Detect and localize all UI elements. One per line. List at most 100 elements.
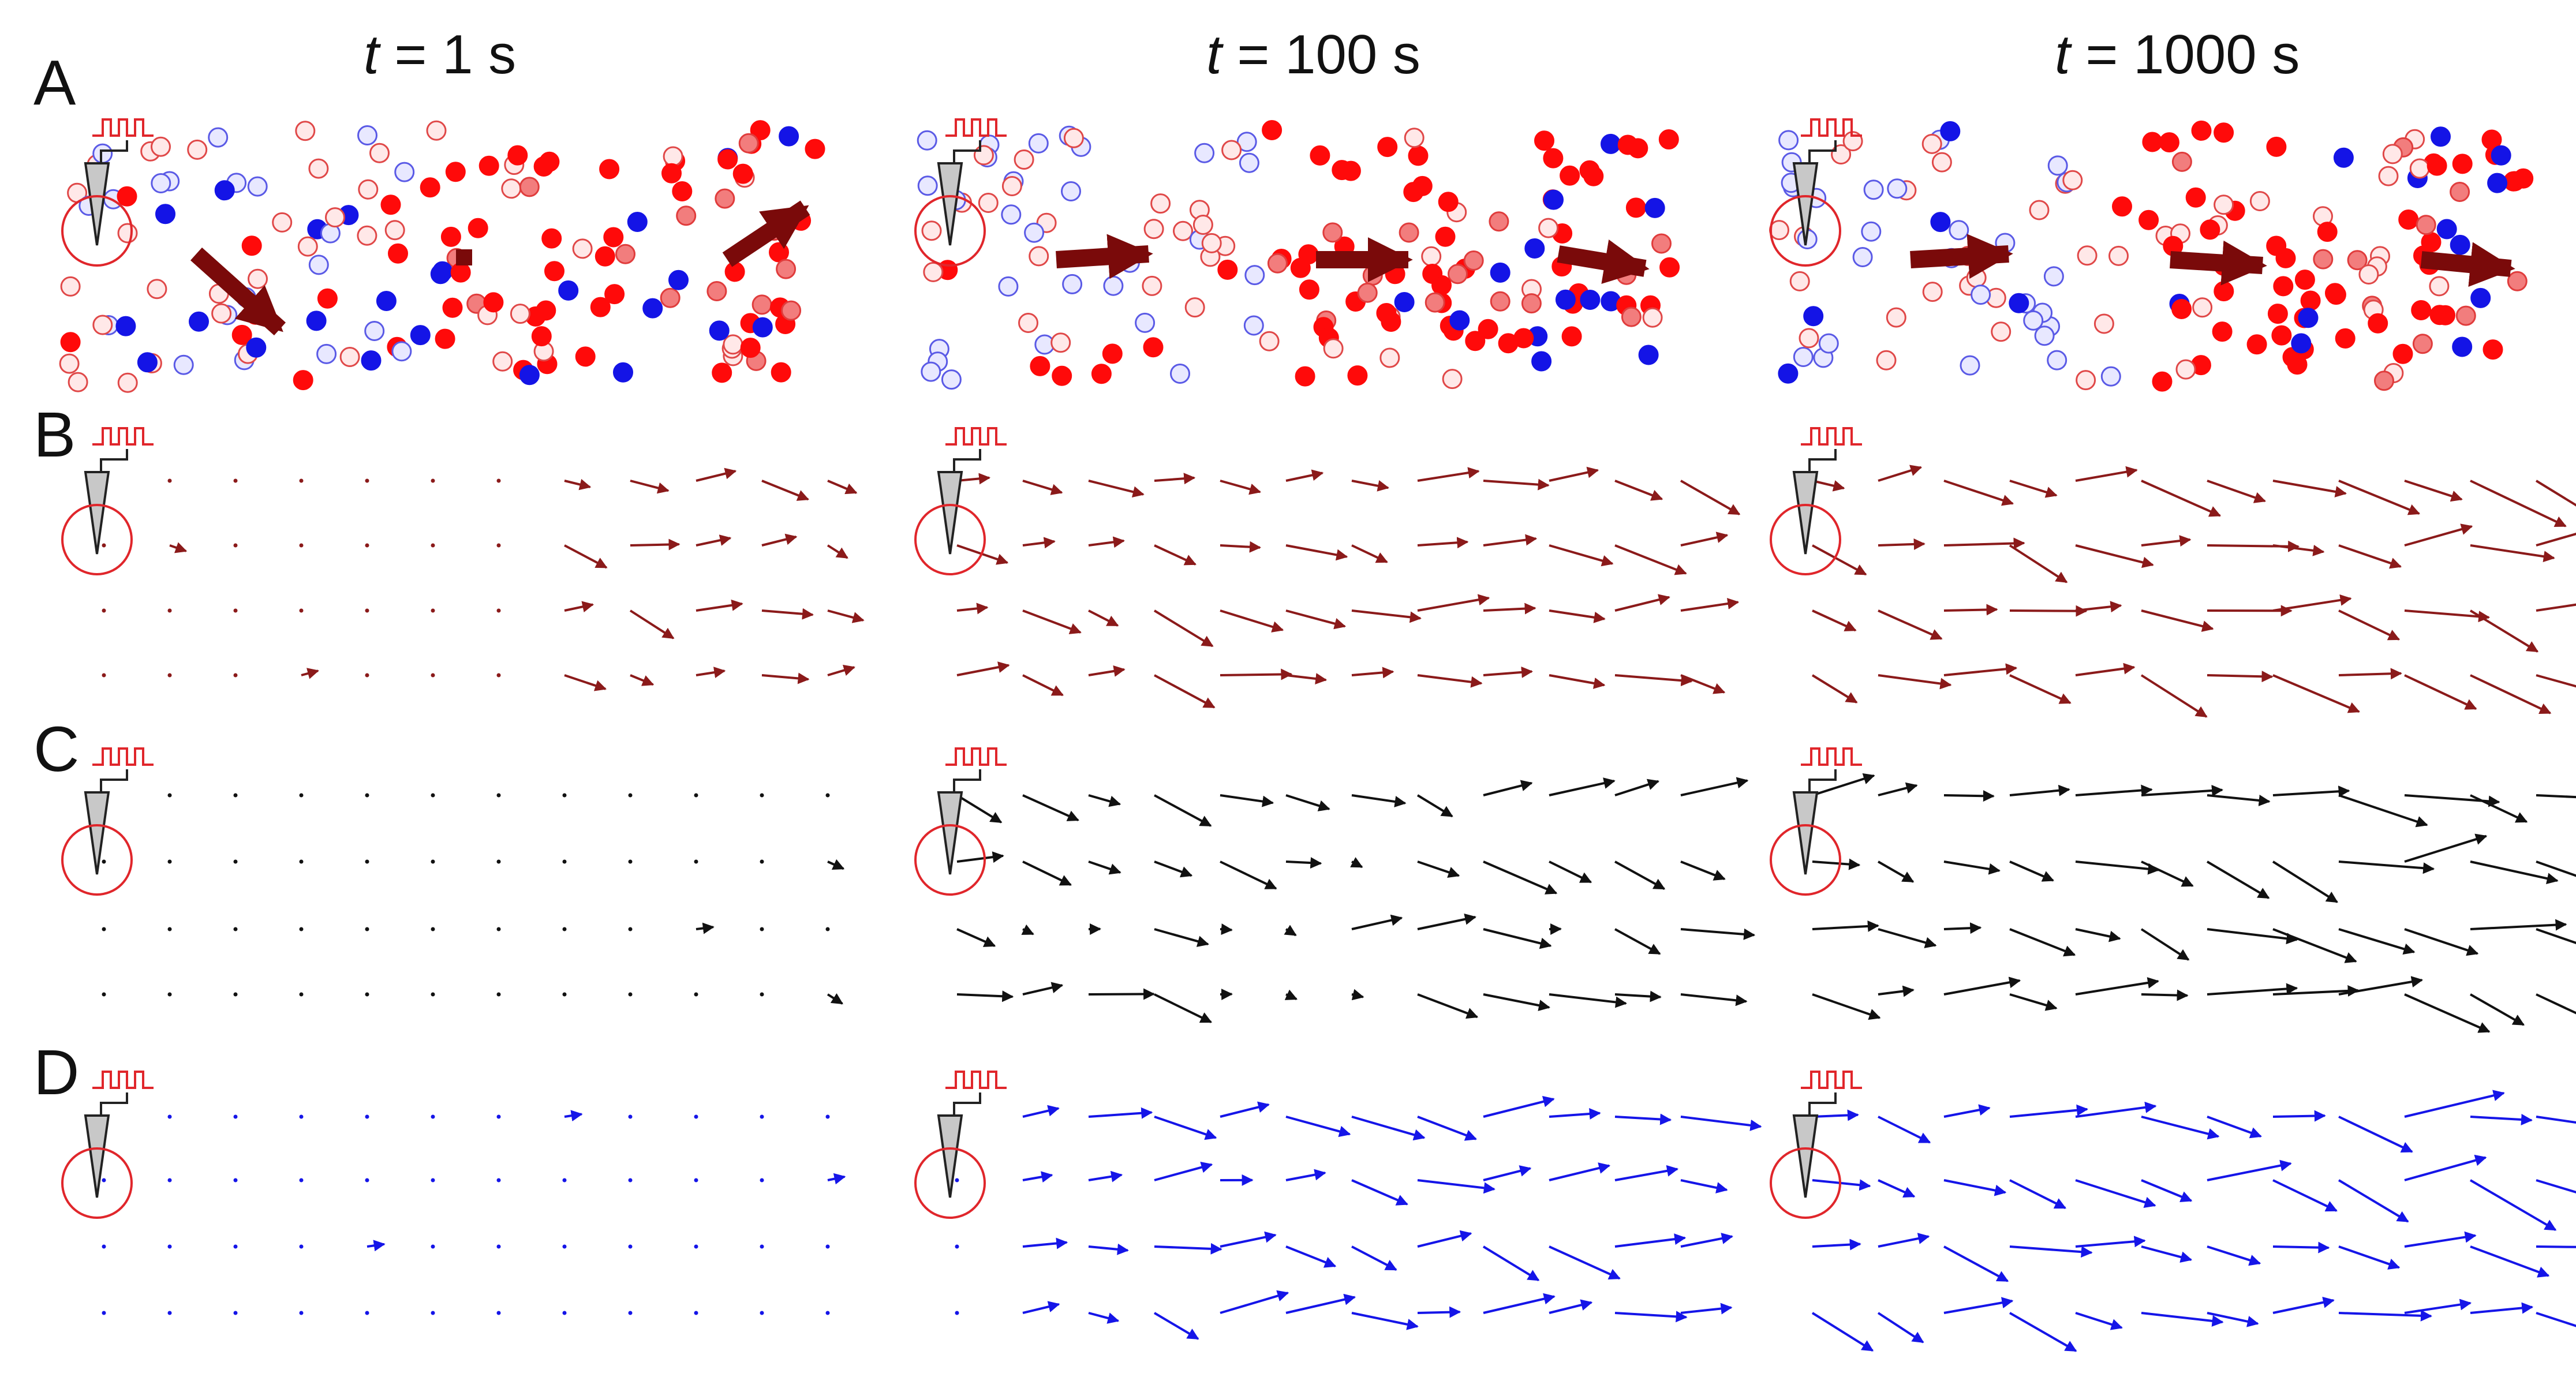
- flow-vector-arrow: [2404, 480, 2463, 502]
- flow-vector-arrow: [827, 993, 843, 1005]
- neuron-dot: [483, 292, 504, 313]
- neuron-dot: [316, 343, 337, 364]
- flow-vector-arrow: [1088, 1243, 1129, 1255]
- flow-vector-arrow: [1220, 794, 1274, 807]
- flow-vector-arrow: [2207, 928, 2298, 945]
- flow-vector-arrow: [1680, 1303, 1733, 1315]
- flow-vector-arrow: [2272, 860, 2338, 903]
- neuron-dot: [627, 212, 648, 232]
- flow-vector-arrow: [2470, 480, 2567, 527]
- flow-vector-arrow: [1417, 993, 1479, 1019]
- pulse-train-icon: [945, 118, 1007, 137]
- grid-dot: [365, 927, 369, 931]
- neuron-dot: [297, 236, 318, 257]
- grid-dot: [299, 927, 304, 931]
- stimulation-circle-icon: [914, 824, 986, 896]
- flow-vector-arrow: [2075, 928, 2121, 942]
- neuron-dot: [1449, 310, 1470, 331]
- flow-vector-arrow: [1943, 663, 2018, 676]
- flow-vector-arrow: [1351, 1179, 1408, 1206]
- flow-vector-arrow: [1878, 782, 1918, 796]
- flow-vector-arrow: [2536, 1312, 2576, 1327]
- neuron-dot: [723, 334, 743, 355]
- neuron-dot: [1421, 246, 1442, 267]
- neuron-dot: [1399, 222, 1419, 243]
- grid-dot: [431, 859, 435, 864]
- flow-vector-arrow: [1482, 1245, 1540, 1282]
- grid-dot: [233, 859, 238, 864]
- neuron-dot: [2266, 136, 2287, 157]
- neuron-dot: [712, 362, 732, 383]
- flow-arrow-icon: [1557, 239, 1650, 284]
- time-value: = 1 s: [379, 24, 517, 85]
- neuron-dot: [1561, 326, 1582, 347]
- time-variable: t: [364, 24, 379, 85]
- flow-vector-arrow: [1943, 1104, 1991, 1118]
- neuron-dot: [1651, 233, 1672, 254]
- flow-vector-arrow: [2272, 594, 2352, 612]
- flow-vector-arrow: [1220, 668, 1293, 680]
- grid-dot: [233, 927, 238, 931]
- electrode-needle: [84, 471, 110, 555]
- flow-vector-arrow: [696, 667, 726, 679]
- flow-vector-arrow: [1154, 993, 1212, 1023]
- neuron-dot: [1534, 130, 1554, 151]
- flow-vector-arrow: [2536, 993, 2576, 1015]
- flow-vector-arrow: [2075, 1312, 2123, 1330]
- neuron-dot: [1262, 120, 1283, 140]
- flow-vector-arrow: [1154, 473, 1196, 485]
- neuron-dot: [2023, 310, 2044, 331]
- neuron-dot: [921, 220, 942, 241]
- flow-vector-arrow: [2338, 928, 2416, 955]
- flow-vector-arrow: [1878, 1233, 1930, 1248]
- electrode-needle: [937, 471, 963, 555]
- neuron-dot: [544, 261, 564, 282]
- neuron-dot: [2382, 144, 2403, 164]
- neuron-dot: [380, 194, 401, 215]
- neuron-dot: [1921, 133, 1942, 154]
- flow-vector-arrow: [2469, 1179, 2557, 1231]
- grid-dot: [102, 992, 106, 997]
- flow-vector-arrow: [2141, 609, 2214, 632]
- neuron-dot: [507, 145, 528, 166]
- neuron-dot: [1201, 233, 1222, 253]
- neuron-dot: [339, 347, 360, 367]
- flow-vector-arrow: [1351, 1116, 1426, 1141]
- neuron-dot: [2455, 305, 2476, 326]
- grid-dot: [233, 1114, 238, 1119]
- neuron-dot: [2291, 333, 2312, 354]
- flow-arrow-icon: [2420, 242, 2515, 287]
- electrode-icon: [1770, 427, 1862, 575]
- flow-vector-arrow: [2404, 674, 2477, 710]
- neuron-dot: [2034, 325, 2055, 346]
- flow-vector-arrow: [1088, 536, 1125, 548]
- neuron-dot: [1102, 343, 1123, 364]
- flow-vector-arrow: [2470, 919, 2567, 931]
- flow-vector-arrow: [2272, 544, 2325, 556]
- neuron-dot: [1244, 265, 1265, 286]
- neuron-dot: [1442, 369, 1463, 390]
- neuron-dot: [189, 311, 209, 332]
- flow-vector-arrow: [1351, 989, 1364, 1001]
- flow-vector-arrow: [1878, 985, 1915, 997]
- neuron-dot: [1876, 350, 1897, 371]
- neuron-dot: [1971, 285, 1991, 305]
- neuron-dot: [599, 159, 620, 179]
- stimulation-circle-icon: [914, 195, 986, 267]
- flow-vector-arrow: [761, 672, 810, 684]
- flow-vector-arrow: [630, 480, 670, 494]
- grid-dot: [760, 927, 764, 931]
- grid-dot: [496, 1114, 501, 1119]
- neuron-dot: [388, 243, 408, 264]
- neuron-dot: [1052, 365, 1072, 386]
- time-value: = 100 s: [1221, 24, 1420, 85]
- flow-vector-arrow: [827, 480, 858, 495]
- neuron-dot: [1221, 140, 1242, 160]
- flow-vector-arrow: [2009, 1104, 2088, 1118]
- grid-dot: [628, 1178, 633, 1183]
- stimulation-circle-icon: [914, 1147, 986, 1219]
- neuron-dot: [2294, 270, 2315, 290]
- flow-vector-arrow: [1154, 1116, 1217, 1140]
- flow-arrow-icon: [722, 200, 810, 267]
- grid-dot: [628, 1114, 633, 1119]
